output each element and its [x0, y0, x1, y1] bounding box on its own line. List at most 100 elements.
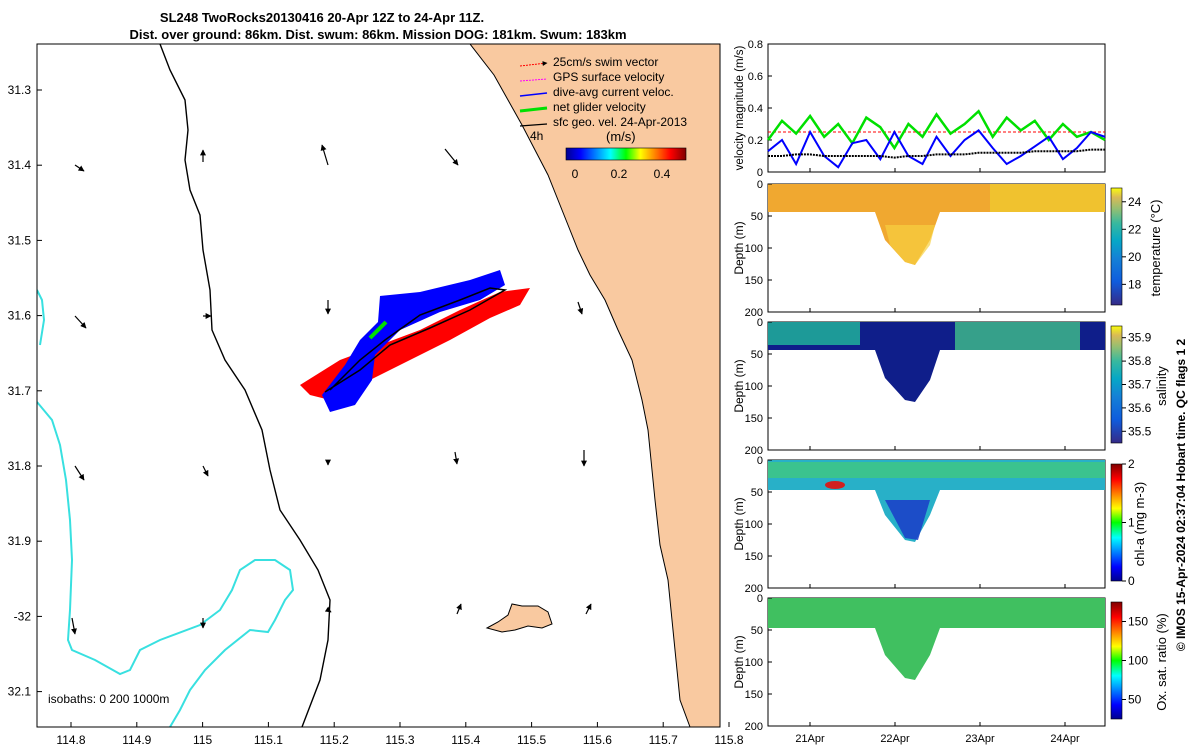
depth-tick-label: 200: [745, 583, 763, 595]
cbar-tick-label: 35.9: [1128, 331, 1152, 345]
lon-tick-label: 115.4: [451, 733, 480, 747]
lon-tick-label: 115.8: [714, 733, 743, 747]
cbar-tick-label: 35.7: [1128, 378, 1152, 392]
time-ticks: 21Apr 22Apr 23Apr 24Apr: [795, 168, 1080, 745]
salinity-east-patch: [955, 322, 1080, 350]
salinity-colorbar: [1110, 325, 1123, 444]
legend-label-dive: dive-avg current veloc.: [553, 85, 674, 99]
cbar-tick-label: 0: [1128, 574, 1135, 588]
time-tick-label: 23Apr: [965, 733, 995, 745]
depth-tick-label: 100: [745, 519, 763, 531]
lon-tick-label: 115.5: [517, 733, 546, 747]
velocity-axes: [767, 43, 1106, 173]
velocity-panel: 0 0.2 0.4 0.6 0.8 velocity magnitude (m/s): [734, 39, 1106, 179]
velocity-ylabel: velocity magnitude (m/s): [734, 46, 746, 171]
depth-tick-label: 0: [757, 317, 763, 329]
cbar-tick-label: 35.6: [1128, 401, 1152, 415]
legend-gps-swatch: [519, 78, 548, 82]
legend-label-swim: 25cm/s swim vector: [553, 55, 658, 69]
lon-tick-label: 115.3: [385, 733, 414, 747]
title-line-2: Dist. over ground: 86km. Dist. swum: 86k…: [129, 27, 626, 42]
velocity-ytick-label: 0: [757, 167, 763, 179]
depth-tick-label: 0: [757, 179, 763, 191]
legend-label-net: net glider velocity: [553, 100, 646, 114]
oxygen-cbar-label: Ox. sat. ratio (%): [1154, 613, 1169, 711]
depth-tick-label: 200: [745, 721, 763, 733]
chla-cbar-ticks: 0 1 2: [1122, 457, 1135, 588]
legend-geo-swatch: [519, 123, 548, 127]
rottnest-island: [485, 603, 553, 633]
velocity-series-dive-avg-current-veloc-: [767, 129, 1106, 169]
oxygen-ylabel: Depth (m): [732, 635, 746, 688]
map-frame: [36, 43, 721, 728]
chla-cbar-label: chl-a (mg m-3): [1132, 482, 1147, 567]
chla-surface-layer: [768, 462, 1105, 478]
isobath-200m: [159, 44, 331, 727]
lat-tick-label: 31.3: [8, 83, 32, 97]
lat-tick-label: 31.6: [8, 309, 32, 323]
salinity-cbar-label: salinity: [1154, 366, 1169, 406]
cbar-tick-label: 35.8: [1128, 354, 1152, 368]
depth-tick-label: 100: [745, 243, 763, 255]
cbar-tick-label: 50: [1128, 693, 1142, 707]
colorbar-tick-0: 0: [572, 167, 579, 181]
chla-deep-low: [885, 500, 930, 540]
depth-ticks: 0501001502000501001502000501001502000501…: [745, 179, 772, 733]
title-line-1: SL248 TwoRocks20130416 20-Apr 12Z to 24-…: [160, 10, 484, 25]
velocity-series-net-glider-velocity: [766, 109, 1106, 151]
time-tick-label: 22Apr: [880, 733, 910, 745]
cbar-tick-label: 100: [1128, 654, 1148, 668]
colorbar-tick-2: 0.4: [654, 167, 671, 181]
cbar-tick-label: 24: [1128, 195, 1142, 209]
temperature-colorbar: [1110, 187, 1123, 306]
oxygen-cbar-ticks: 50 100 150: [1122, 615, 1148, 707]
depth-tick-label: 50: [751, 487, 763, 499]
legend-label-geo: sfc geo. vel. 24-Apr-2013: [553, 115, 687, 129]
cbar-tick-label: 2: [1128, 457, 1135, 471]
depth-tick-label: 50: [751, 349, 763, 361]
velocity-ytick-label: 0.4: [748, 103, 763, 115]
velocity-yticks: 0 0.2 0.4 0.6 0.8: [748, 39, 772, 179]
cbar-tick-label: 150: [1128, 615, 1148, 629]
legend: 25cm/s swim vector GPS surface velocity …: [519, 55, 687, 181]
depth-tick-label: 200: [745, 307, 763, 319]
geo-velocity-arrows: [71, 144, 592, 635]
lon-ticks: 114.8 114.9 115 115.1 115.2 115.3 115.4 115.5 11…: [56, 722, 744, 747]
time-tick-label: 21Apr: [795, 733, 825, 745]
oxygen-panel: Depth (m) Ox. sat. ratio (%) 50 100 150: [732, 597, 1169, 727]
temperature-cbar-label: temperature (°C): [1148, 200, 1163, 297]
legend-net-swatch: [519, 106, 548, 113]
depth-tick-label: 150: [745, 275, 763, 287]
cbar-tick-label: 35.5: [1128, 424, 1152, 438]
depth-tick-label: 50: [751, 211, 763, 223]
depth-tick-label: 0: [757, 593, 763, 605]
lon-tick-label: 115.1: [254, 733, 283, 747]
velocity-ytick-label: 0.6: [748, 71, 763, 83]
legend-swim-swatch: [519, 61, 548, 67]
depth-tick-label: 150: [745, 551, 763, 563]
oxygen-section: [768, 598, 1105, 680]
colorbar-title: (m/s): [606, 129, 636, 144]
velocity-series: [766, 109, 1106, 169]
chla-ylabel: Depth (m): [732, 497, 746, 550]
land-area: [469, 44, 720, 727]
isobaths-label: isobaths: 0 200 1000m: [48, 692, 169, 706]
lon-tick-label: 115.2: [320, 733, 349, 747]
lon-tick-label: 115.6: [583, 733, 612, 747]
lon-tick-label: 115.7: [649, 733, 678, 747]
legend-label-gps: GPS surface velocity: [553, 70, 664, 84]
time-label: 4h: [530, 129, 543, 143]
depth-tick-label: 50: [751, 625, 763, 637]
temperature-ylabel: Depth (m): [732, 221, 746, 274]
lat-tick-label: -32: [14, 609, 32, 623]
lat-tick-label: 31.8: [8, 459, 32, 473]
depth-tick-label: 0: [757, 455, 763, 467]
chla-max-patch: [825, 481, 845, 489]
temperature-core: [885, 225, 935, 265]
dive-avg-band: [322, 270, 505, 412]
depth-tick-label: 100: [745, 657, 763, 669]
lat-tick-label: 31.7: [8, 384, 32, 398]
isobath-1000m: [37, 401, 295, 727]
salinity-west-patch: [768, 322, 860, 345]
